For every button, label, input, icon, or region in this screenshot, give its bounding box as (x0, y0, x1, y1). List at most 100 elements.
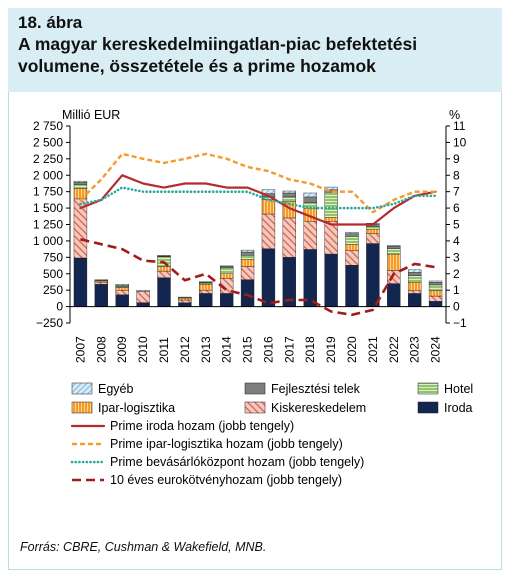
figure-frame (8, 92, 502, 570)
bar-segment-kisker (240, 266, 255, 280)
legend-label-prime_iroda: Prime iroda hozam (jobb tengely) (110, 419, 294, 433)
bar-segment-ipar (115, 287, 129, 291)
x-tick-label: 2019 (324, 336, 338, 363)
bar-segment-hotel (407, 275, 422, 283)
line-prime_iroda (79, 174, 437, 226)
bar-segment-iroda (428, 301, 443, 307)
left-tick-label: 250 (43, 283, 63, 297)
left-tick-label: 0 (56, 300, 63, 314)
bar-segment-egyeb (324, 186, 338, 190)
x-tick-label: 2009 (115, 336, 129, 363)
bar-segment-iroda (219, 293, 234, 307)
x-tick-label: 2007 (73, 336, 87, 363)
bar-segment-kisker (157, 270, 171, 278)
bar-segment-ipar (199, 284, 213, 291)
bar-segment-iroda (157, 277, 171, 307)
legend-label-kisker: Kiskereskedelem (271, 401, 366, 415)
bar-segment-kisker (282, 217, 297, 258)
bar-segment-egyeb (73, 180, 88, 183)
bar-segment-ipar (324, 217, 338, 222)
bar-segment-kisker (115, 289, 129, 295)
x-tick-label: 2022 (387, 336, 401, 363)
bar-segment-iroda (345, 265, 359, 307)
x-tick-label: 2008 (94, 336, 108, 363)
right-tick-label: 9 (453, 152, 460, 166)
bar-segment-kisker (94, 282, 109, 285)
bar-segment-egyeb (178, 296, 192, 298)
bar-segment-ipar (366, 228, 380, 234)
bar-segment-egyeb (407, 269, 422, 273)
bar-segment-kisker (199, 289, 213, 294)
bar-segment-egyeb (199, 281, 213, 283)
bar-segment-egyeb (94, 279, 109, 281)
bar-segment-hotel (366, 226, 380, 230)
left-tick-label: 750 (43, 250, 63, 264)
bar-segment-iroda (387, 283, 401, 307)
bar-segment-egyeb (387, 245, 401, 247)
bar-segment-kisker (136, 291, 150, 303)
bar-segment-hotel (219, 267, 234, 274)
bar-segment-egyeb (345, 232, 359, 234)
right-tick-label: 1 (453, 283, 460, 297)
bar-segment-egyeb (240, 249, 255, 253)
figure-title-line2: volumene, összetétele és a prime hozamok (18, 56, 376, 76)
figure-title-line1: A magyar kereskedelmiingatlan-piac befek… (18, 34, 418, 54)
legend-swatch-ipar (71, 401, 93, 414)
left-tick-label: 1 750 (33, 185, 63, 199)
bar-segment-hotel (324, 192, 338, 218)
x-tick-label: 2020 (345, 336, 359, 363)
legend-swatch-hotel (417, 382, 439, 395)
legend-label-iroda: Iroda (444, 401, 473, 415)
x-tick-label: 2023 (408, 336, 422, 363)
left-tick-label: 1 000 (33, 234, 63, 248)
legend-label-prime_bevasarlo: Prime bevásárlóközpont hozam (jobb tenge… (110, 455, 364, 469)
line-prime_ipar (79, 152, 436, 214)
right-tick-label: 10 (453, 135, 467, 149)
x-tick-label: 2010 (136, 336, 150, 363)
right-tick-label: 4 (453, 234, 460, 248)
x-tick-label: 2018 (303, 336, 317, 363)
bar-segment-iroda (136, 302, 150, 307)
left-tick-label: −250 (36, 316, 63, 330)
x-tick-label: 2016 (261, 336, 275, 363)
bar-segment-kisker (428, 295, 443, 302)
bar-segment-ipar (428, 290, 443, 297)
bar-stacks (73, 180, 443, 307)
bar-segment-fejlesztesi (428, 282, 443, 286)
line-euro10 (80, 238, 436, 317)
x-tick-label: 2024 (429, 336, 443, 363)
right-tick-label: 8 (453, 168, 460, 182)
bar-segment-kisker (261, 213, 276, 249)
x-tick-label: 2014 (220, 336, 234, 363)
bar-segment-hotel (428, 284, 443, 292)
bar-segment-fejlesztesi (240, 251, 255, 256)
bar-segment-ipar (219, 273, 234, 279)
left-tick-label: 2 250 (33, 152, 63, 166)
bar-segment-hotel (73, 184, 88, 189)
bar-segment-kisker (407, 290, 422, 294)
bar-segment-ipar (178, 297, 192, 301)
x-tick-label: 2017 (282, 336, 296, 363)
legend-label-egyeb: Egyéb (98, 382, 133, 396)
left-tick-label: 500 (43, 267, 63, 281)
source-note: Forrás: CBRE, Cushman & Wakefield, MNB. (20, 540, 267, 554)
right-tick-label: 6 (453, 201, 460, 215)
left-axis-title: Millió EUR (62, 108, 120, 122)
bar-segment-kisker (303, 221, 317, 250)
left-tick-label: 1 500 (33, 201, 63, 215)
right-tick-label: 7 (453, 185, 460, 199)
x-tick-label: 2012 (178, 336, 192, 363)
left-tick-label: 2 750 (33, 119, 63, 133)
bar-segment-iroda (407, 293, 422, 307)
bar-segment-iroda (73, 257, 88, 307)
right-tick-label: −1 (453, 316, 467, 330)
x-tick-label: 2021 (366, 336, 380, 363)
bar-segment-fejlesztesi (407, 272, 422, 276)
bar-segment-iroda (366, 243, 380, 307)
legend-label-prime_ipar: Prime ipar-logisztika hozam (jobb tengel… (110, 437, 343, 451)
yield-lines (79, 152, 437, 317)
bar-segment-ipar (73, 188, 88, 200)
x-tick-label: 2015 (241, 336, 255, 363)
bar-segment-hotel (345, 236, 359, 245)
bar-segment-iroda (94, 284, 109, 307)
